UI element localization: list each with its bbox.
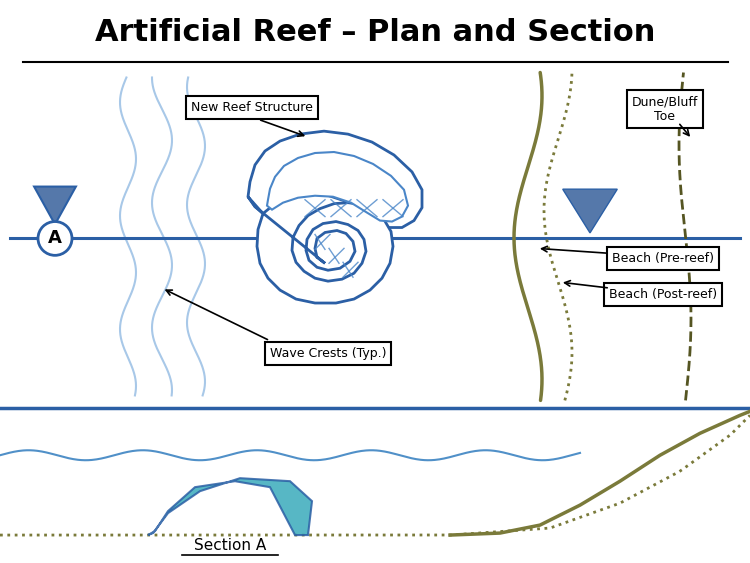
Text: Section A: Section A (194, 538, 266, 553)
Text: Wave Crests (Typ.): Wave Crests (Typ.) (270, 347, 386, 360)
Polygon shape (267, 152, 408, 222)
Polygon shape (148, 478, 312, 535)
Polygon shape (248, 196, 393, 303)
Polygon shape (248, 131, 422, 227)
Text: Dune/Bluff
Toe: Dune/Bluff Toe (632, 95, 698, 123)
Circle shape (38, 222, 72, 256)
Polygon shape (34, 186, 76, 224)
Text: Artificial Reef – Plan and Section: Artificial Reef – Plan and Section (94, 18, 656, 47)
Text: Beach (Pre-reef): Beach (Pre-reef) (612, 252, 714, 265)
Text: A: A (48, 230, 62, 248)
Polygon shape (562, 189, 617, 233)
Text: New Reef Structure: New Reef Structure (191, 101, 313, 114)
Text: Beach (Post-reef): Beach (Post-reef) (609, 288, 717, 301)
